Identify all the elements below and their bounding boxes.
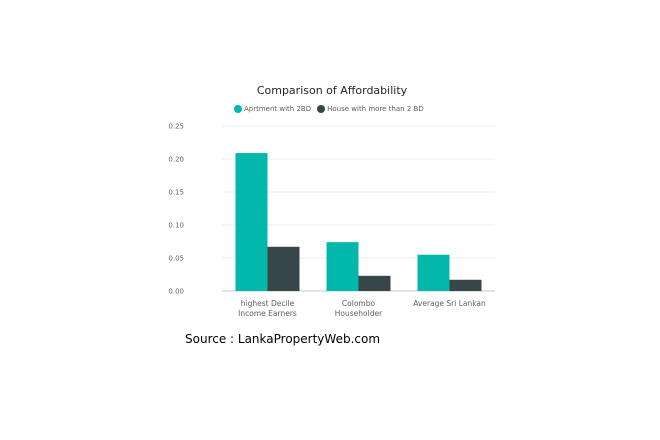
bar-apartment [326,242,359,291]
y-tick-label: 0.00 [168,288,184,296]
x-tick-label: Average Sri Lankan [413,299,486,308]
legend-label-apartment: Aprtment with 2BD [244,105,312,113]
legend-swatch-apartment [234,105,242,113]
x-tick-label: Income Earners [238,309,297,318]
legend-label-house: House with more than 2 BD [327,105,424,113]
legend-swatch-house [317,105,326,113]
x-tick-label: Householder [335,309,383,318]
y-tick-label: 0.05 [168,255,184,263]
x-tick-label: highest Decile [241,299,295,308]
y-tick-label: 0.25 [168,123,184,131]
chart-legend: Aprtment with 2BD House with more than 2… [234,105,430,113]
source-caption: Source : LankaPropertyWeb.com [185,332,381,346]
y-tick-label: 0.20 [168,156,184,164]
legend-item-apartment: Aprtment with 2BD [234,105,311,113]
bar-house [267,246,300,291]
bar-apartment [417,254,450,291]
x-tick-label: Colombo [342,299,376,308]
bar-house [449,279,482,291]
y-tick-label: 0.10 [168,222,184,230]
legend-item-house: House with more than 2 BD [317,105,424,113]
chart-title: Comparison of Affordability [256,84,408,97]
y-tick-label: 0.15 [168,189,184,197]
bar-house [358,275,391,291]
bar-apartment [235,153,268,291]
